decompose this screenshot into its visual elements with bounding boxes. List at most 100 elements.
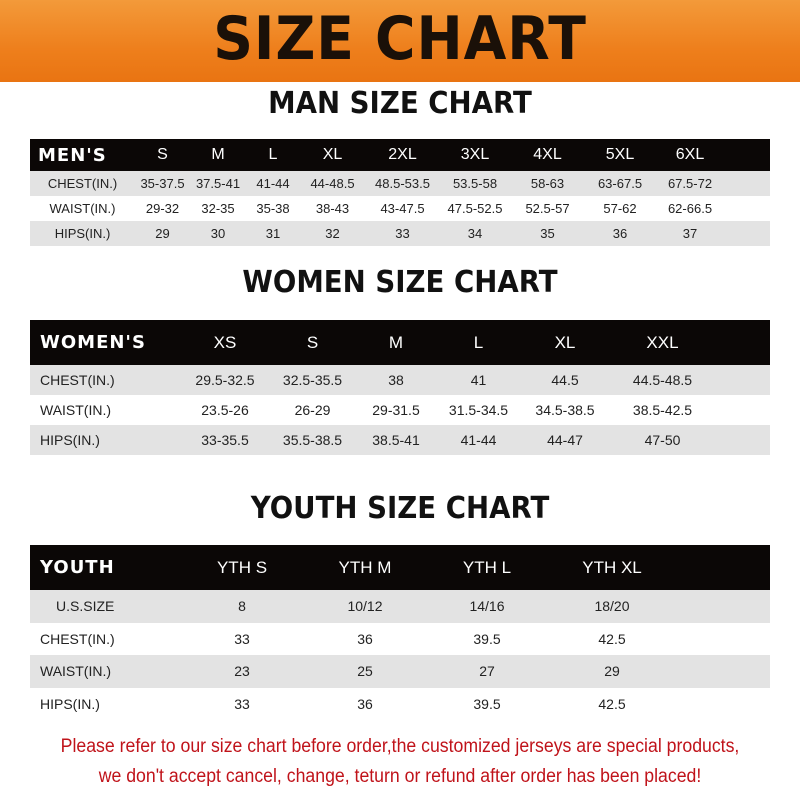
size-header: M [388, 332, 404, 352]
size-value: 41 [470, 372, 487, 388]
size-value: 31 [265, 226, 281, 241]
size-value: 36 [357, 695, 373, 712]
table-row: WAIST(IN.) 23.5-26 26-29 29-31.5 31.5-34.5 34… [30, 395, 770, 425]
row-label: CHEST(IN.) [40, 372, 115, 388]
size-value: 32.5-35.5 [282, 372, 343, 388]
table-row: HIPS(IN.) 33 36 39.5 42.5 [30, 687, 770, 720]
size-value: 41-44 [460, 432, 497, 448]
size-value: 29-32 [145, 201, 180, 216]
table-header-row: YOUTH YTH S YTH M YTH L YTH XL [30, 545, 770, 590]
row-label: CHEST(IN.) [40, 630, 115, 647]
table-row: WAIST(IN.) 29-32 32-35 35-38 38-43 43-47.5 47.… [30, 196, 770, 221]
size-value: 57-62 [603, 201, 637, 216]
size-value: 29 [155, 226, 170, 241]
row-label: CHEST(IN.) [47, 176, 118, 191]
table-row: CHEST(IN.) 35-37.5 37.5-41 41-44 44-48.5 48.5… [30, 171, 770, 196]
size-value: 44.5 [551, 372, 579, 388]
size-value: 36 [357, 630, 373, 647]
size-header: 2XL [388, 146, 417, 163]
size-value: 35-38 [256, 201, 290, 216]
table-header-row: WOMEN'S XS S M L XL XXL [30, 320, 770, 365]
row-label: HIPS(IN.) [40, 695, 100, 712]
size-value: 53.5-58 [452, 176, 498, 191]
size-value: 39.5 [473, 695, 501, 712]
size-value: 38-43 [315, 201, 350, 216]
row-label: WAIST(IN.) [49, 201, 116, 216]
size-header: YTH M [338, 557, 392, 577]
size-value: 62-66.5 [667, 201, 713, 216]
size-value: 34 [467, 226, 483, 241]
size-value: 44-48.5 [310, 176, 355, 191]
table-row: HIPS(IN.) 33-35.5 35.5-38.5 38.5-41 41-44 44-… [30, 425, 770, 455]
size-value: 37.5-41 [195, 176, 241, 191]
table-heading: YOUTH [40, 557, 115, 578]
size-value: 8 [238, 598, 246, 615]
size-value: 29-31.5 [372, 402, 420, 418]
size-header: 6XL [675, 146, 705, 163]
size-value: 34.5-38.5 [535, 402, 595, 418]
table-row: HIPS(IN.) 29 30 31 32 33 34 35 36 37 [30, 221, 770, 246]
women-section-title: WOMEN SIZE CHART [242, 265, 558, 300]
size-header: 5XL [605, 146, 635, 163]
banner-title: SIZE CHART [213, 4, 587, 74]
size-header: S [306, 332, 319, 352]
notice-line-1: Please refer to our size chart before or… [60, 736, 740, 757]
size-header: XXL [646, 332, 679, 352]
size-value: 31.5-34.5 [448, 402, 509, 418]
size-value: 47.5-52.5 [447, 201, 503, 216]
size-header: YTH L [462, 557, 512, 577]
size-value: 37 [682, 226, 698, 241]
order-notice: Please refer to our size chart before or… [28, 732, 772, 792]
size-value: 43-47.5 [380, 201, 425, 216]
row-label: WAIST(IN.) [40, 663, 112, 680]
size-value: 26-29 [294, 402, 331, 418]
table-row: CHEST(IN.) 29.5-32.5 32.5-35.5 38 41 44.5 44.5… [30, 365, 770, 395]
size-header: L [268, 146, 278, 163]
size-value: 35 [540, 226, 555, 241]
size-value: 10/12 [347, 598, 383, 615]
size-header: M [211, 146, 225, 163]
size-value: 29 [604, 663, 620, 680]
size-value: 38.5-42.5 [632, 402, 693, 418]
table-heading: MEN'S [38, 144, 107, 166]
table-row: CHEST(IN.) 33 36 39.5 42.5 [30, 622, 770, 655]
men-size-table: MEN'S S M L XL 2XL 3XL 4XL 5XL 6XL CHEST(IN.) 35-37… [30, 139, 770, 246]
size-value: 48.5-53.5 [375, 176, 430, 191]
size-value: 33-35.5 [201, 432, 249, 448]
size-value: 25 [357, 663, 373, 680]
size-value: 29.5-32.5 [195, 372, 255, 388]
size-header: XL [322, 146, 343, 163]
size-header: XS [213, 332, 237, 352]
size-value: 35-37.5 [140, 176, 185, 191]
size-value: 33 [395, 226, 410, 241]
size-value: 23.5-26 [201, 402, 249, 418]
size-value: 36 [612, 226, 628, 241]
size-header: L [473, 332, 484, 352]
size-value: 44-47 [547, 432, 583, 448]
size-value: 38.5-41 [372, 432, 420, 448]
row-label: HIPS(IN.) [54, 226, 111, 241]
youth-size-table: YOUTH YTH S YTH M YTH L YTH XL U.S.SIZE 8 10/12… [30, 545, 770, 720]
size-value: 44.5-48.5 [632, 372, 693, 388]
row-label: WAIST(IN.) [40, 402, 112, 418]
size-value: 23 [234, 663, 250, 680]
size-value: 14/16 [469, 598, 505, 615]
youth-section-title: YOUTH SIZE CHART [250, 491, 550, 526]
table-row: U.S.SIZE 8 10/12 14/16 18/20 [30, 590, 770, 623]
size-header: 3XL [460, 146, 490, 163]
row-label: HIPS(IN.) [40, 432, 100, 448]
notice-line-2: we don't accept cancel, change, teturn o… [98, 766, 702, 787]
size-header: YTH XL [582, 557, 642, 577]
size-value: 33 [234, 630, 250, 647]
size-value: 47-50 [644, 432, 681, 448]
table-heading: WOMEN'S [40, 332, 146, 353]
size-header: YTH S [216, 557, 268, 577]
size-header: XL [554, 332, 576, 352]
size-value: 27 [479, 663, 495, 680]
size-value: 42.5 [598, 630, 626, 647]
size-value: 52.5-57 [525, 201, 570, 216]
title-banner: SIZE CHART [0, 0, 800, 82]
row-label: U.S.SIZE [56, 598, 115, 615]
size-value: 32 [325, 226, 340, 241]
size-value: 63-67.5 [597, 176, 643, 191]
